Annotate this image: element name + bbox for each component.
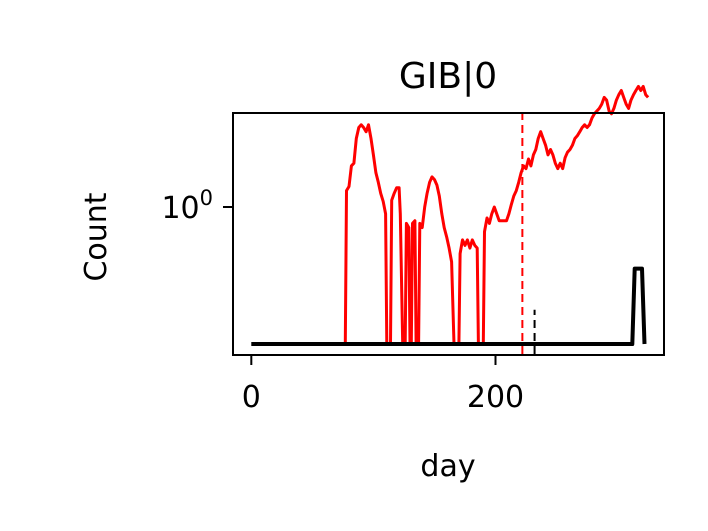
x-tick-label-0: 0 (242, 380, 261, 415)
plot-area (251, 84, 650, 354)
series-line-0 (343, 84, 650, 346)
series-line-1 (251, 266, 647, 346)
y-tick-label-0: 100 (161, 186, 213, 226)
ticks: 0 200 100 (161, 186, 524, 415)
chart-title: GIB|0 (399, 56, 497, 97)
x-tick-label-1: 200 (467, 380, 524, 415)
plot-frame (232, 112, 665, 356)
x-axis-label: day (420, 449, 475, 484)
y-axis-label: Count (79, 192, 114, 281)
